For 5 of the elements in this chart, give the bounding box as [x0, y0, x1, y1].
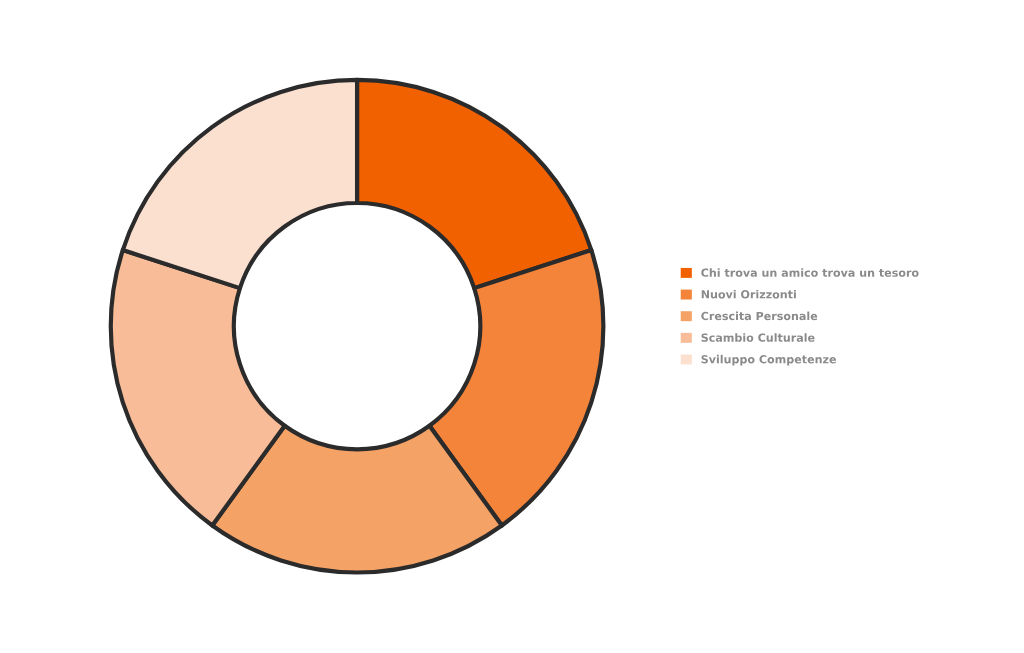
legend-label: Nuovi Orizzonti — [701, 289, 796, 299]
legend-label: Crescita Personale — [701, 311, 818, 321]
legend-label: Chi trova un amico trova un tesoro — [701, 268, 919, 277]
legend-label: Scambio Culturale — [701, 333, 815, 342]
legend-label: Sviluppo Competenze — [701, 354, 836, 366]
